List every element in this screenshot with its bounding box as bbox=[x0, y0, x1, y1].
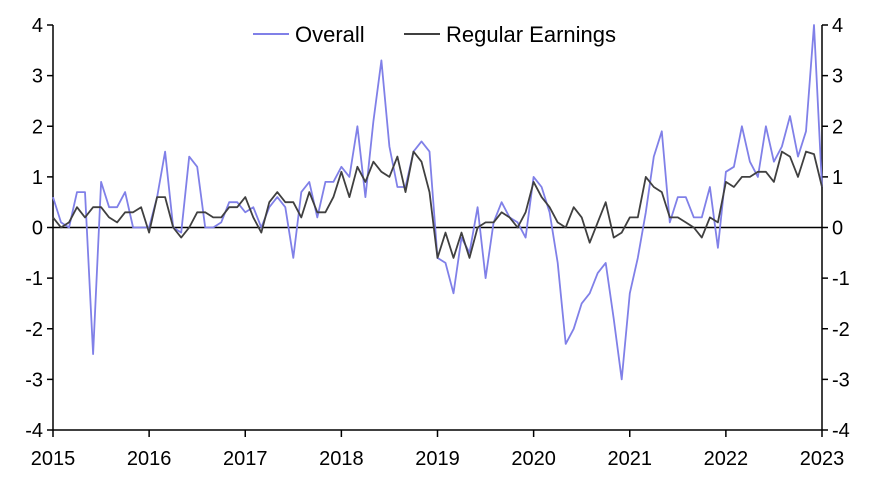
y-tick-label-left: -3 bbox=[25, 369, 43, 391]
y-tick-label-left: -1 bbox=[25, 268, 43, 290]
y-tick-label-right: -3 bbox=[832, 369, 850, 391]
x-tick-label: 2017 bbox=[223, 448, 268, 470]
y-tick-label-left: -2 bbox=[25, 319, 43, 341]
y-tick-label-left: 4 bbox=[32, 15, 43, 37]
y-tick-label-right: -4 bbox=[832, 420, 850, 442]
x-tick-label: 2015 bbox=[31, 448, 76, 470]
x-tick-label: 2021 bbox=[608, 448, 653, 470]
series-line-regular-earnings bbox=[52, 150, 823, 259]
y-tick-label-left: -4 bbox=[25, 420, 43, 442]
legend-label: Regular Earnings bbox=[446, 22, 616, 47]
y-tick-label-right: -1 bbox=[832, 268, 850, 290]
legend-label: Overall bbox=[295, 22, 365, 47]
series-layer bbox=[52, 24, 823, 381]
series-line-overall bbox=[52, 24, 823, 381]
y-tick-label-right: 2 bbox=[832, 116, 843, 138]
x-tick-label: 2020 bbox=[511, 448, 556, 470]
y-tick-label-left: 0 bbox=[32, 218, 43, 240]
x-tick-label: 2018 bbox=[319, 448, 364, 470]
y-tick-label-right: 1 bbox=[832, 167, 843, 189]
y-tick-label-left: 3 bbox=[32, 66, 43, 88]
y-tick-label-left: 2 bbox=[32, 116, 43, 138]
x-tick-label: 2016 bbox=[127, 448, 172, 470]
axes: -4 -4 -3 -3 -2 -2 -1 -1 0 0 1 1 2 2 3 3 4 4 2015 2016 2017 20… bbox=[25, 15, 850, 470]
y-tick-label-left: 1 bbox=[32, 167, 43, 189]
y-tick-label-right: 4 bbox=[832, 15, 843, 37]
x-tick-label: 2022 bbox=[704, 448, 749, 470]
legend: Overall Regular Earnings bbox=[253, 22, 616, 47]
y-tick-label-right: -2 bbox=[832, 319, 850, 341]
x-tick-label: 2023 bbox=[800, 448, 845, 470]
x-tick-label: 2019 bbox=[415, 448, 460, 470]
y-tick-label-right: 3 bbox=[832, 66, 843, 88]
y-tick-label-right: 0 bbox=[832, 218, 843, 240]
